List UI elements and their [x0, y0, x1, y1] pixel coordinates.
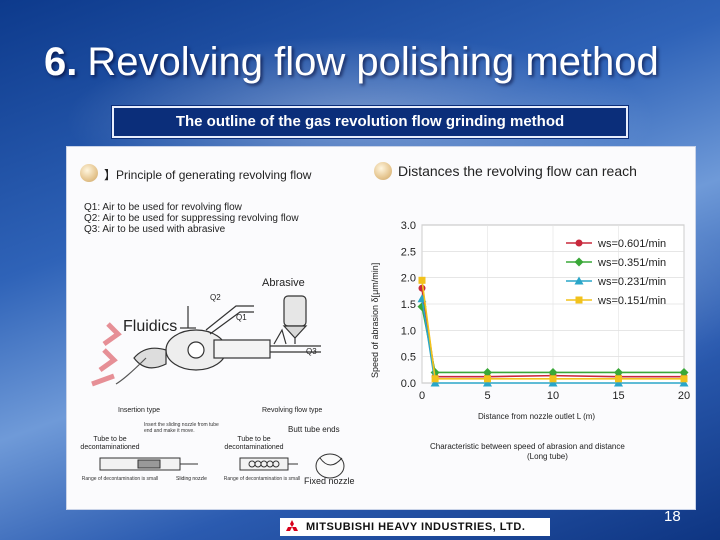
chart-xlabel: Distance from nozzle outlet L (m): [478, 412, 596, 421]
note-q3: Q3: Air to be used with abrasive: [84, 224, 226, 235]
left-heading-text: Principle of generating revolving flow: [116, 168, 312, 182]
fixed-nozzle-label: Fixed nozzle: [304, 476, 355, 486]
series-line: [421, 298, 684, 384]
data-point: [431, 375, 439, 383]
bullet-icon: [80, 164, 98, 182]
data-point: [614, 378, 623, 387]
insertion-type-label: Insertion type: [118, 407, 161, 414]
slide-title: 6. Revolving flow polishing method: [44, 40, 659, 85]
y-tick-label: 2.0: [401, 273, 416, 285]
x-tick-label: 5: [484, 390, 490, 402]
tube-diagrams: [99, 453, 345, 479]
data-point: [483, 367, 492, 377]
label-q3: Q3: [306, 347, 317, 356]
slide-number: 6.: [44, 40, 78, 84]
data-point: [575, 296, 583, 304]
y-tick-label: 3.0: [401, 220, 416, 232]
sliding-nozzle-label: Sliding nozzle: [176, 476, 207, 482]
company-banner: MITSUBISHI HEAVY INDUSTRIES, LTD.: [280, 518, 550, 536]
page-number: 18: [664, 508, 681, 525]
data-point: [548, 378, 558, 387]
nozzle-body: [115, 295, 321, 385]
data-point: [679, 378, 689, 387]
legend-label: ws=0.601/min: [597, 238, 666, 250]
abrasion-chart: 0.0 0.5 1.0 1.5 2.0 2.5 3.0 0 5 10 15 20 ws=0.601/mi…: [401, 220, 690, 402]
label-q2: Q2: [210, 293, 221, 302]
note-q2: Q2: Air to be used for suppressing revol…: [84, 213, 299, 224]
revolving-flow-type-label: Revolving flow type: [262, 407, 323, 414]
right-heading: Distances the revolving flow can reach: [398, 163, 637, 179]
x-tick-label: 0: [419, 390, 425, 402]
x-tick-label: 20: [678, 390, 690, 402]
range-note-1: Range of decontamination is small: [81, 476, 159, 482]
legend-label: ws=0.231/min: [597, 276, 666, 288]
y-tick-label: 1.5: [401, 299, 416, 311]
label-q1: Q1: [236, 313, 247, 322]
y-tick-label: 2.5: [401, 246, 416, 258]
fluidics-diagram: Q2 Q1 Q3: [91, 293, 321, 387]
tube-decon-label-2: Tube to be decontaminationed: [224, 436, 284, 451]
data-point: [614, 367, 623, 377]
chart-caption-1: Characteristic between speed of abrasion…: [430, 442, 625, 451]
data-point: [483, 378, 492, 387]
bracket-glyph: 】: [104, 168, 117, 182]
tube-decon-label-1: Tube to be decontaminationed: [80, 436, 140, 451]
data-point: [574, 257, 584, 267]
data-point: [615, 375, 622, 383]
data-point: [575, 239, 583, 247]
chart-caption-2: (Long tube): [527, 452, 568, 461]
legend-label: ws=0.151/min: [597, 295, 666, 307]
series-line: [421, 280, 684, 380]
data-point: [549, 375, 557, 383]
abrasive-label: Abrasive: [262, 277, 305, 289]
y-tick-label: 0.5: [401, 352, 416, 364]
chart-ylabel: Speed of abrasion δ[μm/min]: [370, 262, 380, 378]
legend-label: ws=0.351/min: [597, 257, 666, 269]
mitsubishi-logo-icon: [286, 520, 298, 531]
company-name: MITSUBISHI HEAVY INDUSTRIES, LTD.: [306, 521, 526, 533]
butt-tube-ends-label: Butt tube ends: [288, 425, 340, 434]
red-swirl-arrows: [91, 322, 122, 387]
insert-note: Insert the sliding nozzle from tube end …: [144, 422, 219, 434]
y-tick-label: 1.0: [401, 325, 416, 337]
left-heading: 】Principle of generating revolving flow: [104, 166, 311, 183]
data-point: [680, 375, 688, 383]
data-point: [430, 378, 440, 387]
slide-subtitle: The outline of the gas revolution flow g…: [112, 106, 628, 138]
x-tick-label: 10: [547, 390, 559, 402]
data-point: [679, 367, 689, 377]
data-point: [548, 367, 558, 377]
data-point: [484, 375, 491, 383]
note-q1: Q1: Air to be used for revolving flow: [84, 202, 242, 213]
slide-title-text: Revolving flow polishing method: [87, 40, 659, 84]
bullet-icon: [374, 162, 392, 180]
x-tick-label: 15: [612, 390, 624, 402]
data-point: [574, 276, 584, 285]
range-note-2: Range of decontamination is small: [223, 476, 301, 482]
data-point: [418, 276, 426, 284]
fluidics-label: Fluidics: [123, 318, 178, 335]
y-tick-label: 0.0: [401, 378, 416, 390]
